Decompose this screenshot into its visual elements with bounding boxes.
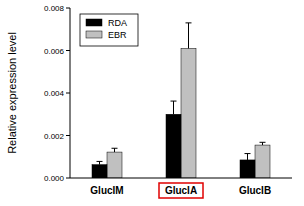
legend: RDA EBR — [80, 14, 138, 46]
y-tick-label: 0.008 — [44, 4, 65, 13]
bar — [255, 145, 270, 178]
legend-swatch — [86, 19, 102, 26]
chart: 0.000 0.002 0.004 0.006 0.008 Relative expres… — [0, 0, 304, 206]
bar — [92, 165, 107, 178]
x-tick-label: GlucIA — [165, 185, 197, 196]
error-bar — [112, 148, 118, 152]
error-line — [188, 23, 189, 49]
error-cap — [186, 22, 192, 23]
y-tick — [66, 93, 70, 94]
bar — [107, 152, 122, 178]
error-bar — [171, 101, 177, 114]
y-tick — [66, 178, 70, 179]
error-bar — [186, 23, 192, 49]
y-axis-label: Relative expression level — [6, 32, 18, 154]
y-tick — [66, 50, 70, 51]
bar — [166, 114, 181, 178]
error-cap — [97, 161, 103, 162]
y-tick-label: 0.004 — [44, 89, 65, 98]
error-bar — [245, 154, 251, 160]
error-line — [173, 101, 174, 114]
error-cap — [112, 148, 118, 149]
bar — [240, 160, 255, 178]
legend-label: EBR — [108, 30, 127, 40]
y-tick-label: 0.002 — [44, 132, 65, 141]
y-tick-label: 0.006 — [44, 47, 65, 56]
error-bar — [260, 142, 266, 145]
legend-swatch — [86, 31, 102, 38]
y-axis — [70, 8, 71, 178]
error-bar — [97, 161, 103, 164]
error-cap — [171, 101, 177, 102]
legend-label: RDA — [108, 18, 127, 28]
error-cap — [260, 142, 266, 143]
y-tick-label: 0.000 — [44, 174, 65, 183]
legend-box — [80, 14, 138, 46]
x-axis — [70, 178, 292, 179]
error-line — [247, 154, 248, 160]
error-line — [114, 148, 115, 152]
highlight-box — [159, 183, 203, 198]
x-tick-label: GlucIB — [239, 185, 271, 196]
y-tick — [66, 8, 70, 9]
error-cap — [245, 153, 251, 154]
bar — [181, 48, 196, 178]
x-tick-label: GlucIM — [90, 185, 123, 196]
y-tick — [66, 135, 70, 136]
